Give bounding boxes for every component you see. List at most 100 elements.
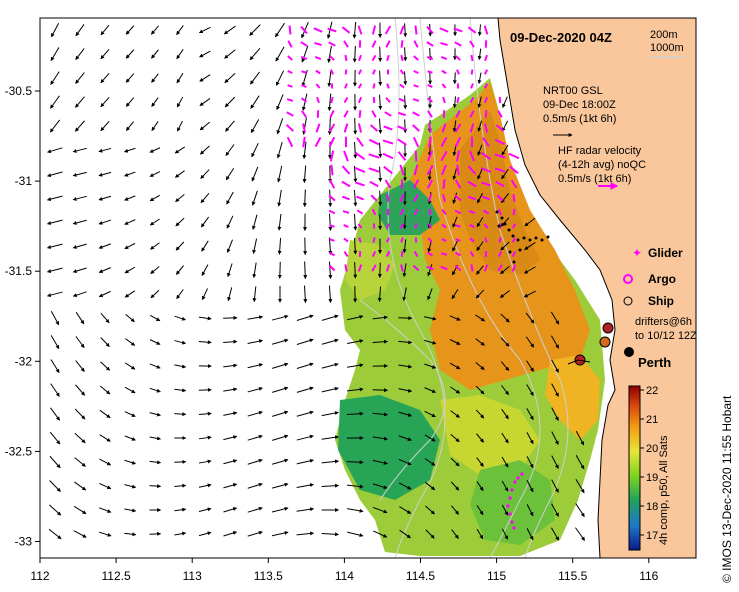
wind-arrow	[199, 145, 210, 155]
colorbar-tick-label: 19	[646, 472, 658, 484]
hf-arrow	[497, 264, 503, 272]
wind-arrow	[272, 434, 289, 441]
hf-arrow	[313, 27, 323, 33]
wind-arrow	[501, 480, 509, 492]
wind-arrow	[50, 47, 60, 62]
hf-legend-line-1: HF radar velocity	[558, 145, 642, 157]
wind-arrow	[49, 119, 61, 133]
hf-arrow	[329, 55, 335, 61]
hf-arrow	[385, 97, 391, 103]
hf-arrow	[382, 152, 394, 160]
wind-arrow	[100, 48, 110, 60]
hf-arrow	[440, 41, 448, 47]
wind-arrow	[150, 25, 159, 35]
wind-arrow	[477, 48, 482, 61]
hf-arrow	[385, 250, 391, 258]
hf-arrow	[455, 224, 461, 228]
hf-arrow	[328, 209, 336, 215]
wind-arrow	[176, 72, 184, 84]
wind-arrow	[224, 96, 236, 108]
wind-arrow	[475, 385, 485, 395]
wind-arrow	[501, 120, 509, 132]
wind-arrow	[72, 171, 87, 177]
wind-arrow	[352, 21, 357, 39]
wind-arrow	[402, 263, 407, 278]
hf-arrow	[344, 83, 348, 89]
hf-arrow	[497, 250, 503, 258]
hf-arrow	[397, 138, 407, 146]
wind-arrow	[451, 289, 459, 300]
wind-arrow	[175, 217, 185, 227]
wind-arrow	[224, 49, 236, 59]
hf-legend-line-2: (4-12h avg) noQC	[558, 159, 646, 171]
hf-arrow	[302, 123, 306, 133]
hf-arrow	[412, 136, 420, 148]
wind-arrow	[321, 386, 339, 393]
wind-arrow	[175, 194, 185, 203]
wind-arrow	[276, 118, 284, 135]
wind-arrow	[250, 71, 260, 85]
hf-arrow	[441, 223, 447, 229]
wind-arrow	[50, 335, 60, 350]
hf-arrow	[314, 136, 322, 148]
wind-arrow	[398, 435, 412, 442]
hf-arrow	[426, 179, 434, 189]
wind-arrow	[223, 531, 238, 537]
wind-arrow	[73, 530, 87, 538]
hf-arrow	[358, 54, 362, 62]
hf-arrow	[496, 194, 504, 202]
hf-arrow	[413, 55, 419, 61]
wind-arrow	[226, 239, 233, 253]
land-mass	[497, 17, 697, 559]
wind-arrow	[223, 507, 238, 513]
hf-arrow	[511, 250, 517, 258]
wind-arrow	[327, 69, 332, 88]
hf-arrow	[469, 123, 475, 133]
scale-label-200m: 200m	[650, 29, 678, 41]
wind-arrow	[174, 483, 187, 488]
ship-legend-label: Ship	[648, 294, 674, 308]
wind-arrow	[403, 71, 408, 86]
wind-arrow	[427, 288, 433, 301]
wind-arrow	[398, 340, 413, 345]
wind-arrow	[501, 385, 509, 396]
wind-arrow	[346, 460, 364, 465]
hf-arrow	[342, 210, 350, 214]
hf-arrow	[413, 164, 419, 176]
hf-arrow	[441, 208, 447, 216]
wind-arrow	[46, 195, 63, 202]
wind-arrow	[303, 261, 308, 280]
wind-arrow	[451, 529, 459, 540]
hf-arrow	[398, 97, 406, 103]
hf-arrow	[412, 179, 420, 189]
wind-arrow	[247, 386, 263, 393]
wind-arrow	[198, 531, 212, 537]
hf-arrow	[498, 237, 502, 243]
hf-arrow	[356, 137, 364, 147]
wind-arrow	[227, 263, 233, 278]
colorbar-tick-label: 22	[646, 385, 658, 397]
wind-arrow	[98, 267, 111, 273]
hf-arrow	[343, 123, 349, 133]
wind-arrow	[149, 339, 161, 345]
wind-arrow	[198, 435, 212, 440]
wind-arrow	[198, 507, 212, 512]
hf-arrow	[442, 179, 446, 189]
colorbar-tick-label: 17	[646, 530, 658, 542]
wind-arrow	[271, 506, 289, 513]
wind-arrow	[402, 239, 407, 254]
wind-arrow	[551, 359, 559, 373]
hf-arrow	[455, 150, 461, 162]
plot-frame	[39, 17, 697, 559]
wind-arrow	[75, 384, 86, 396]
wind-arrow	[526, 480, 534, 493]
hf-arrow	[413, 194, 419, 202]
hf-arrow	[413, 208, 419, 216]
hf-arrow	[469, 150, 475, 162]
wind-arrow	[198, 411, 212, 416]
wind-arrow	[149, 363, 161, 369]
wind-arrow	[575, 430, 585, 446]
wind-arrow	[500, 337, 510, 347]
y-tick-label: -31	[15, 174, 33, 188]
hf-arrow	[483, 69, 489, 75]
